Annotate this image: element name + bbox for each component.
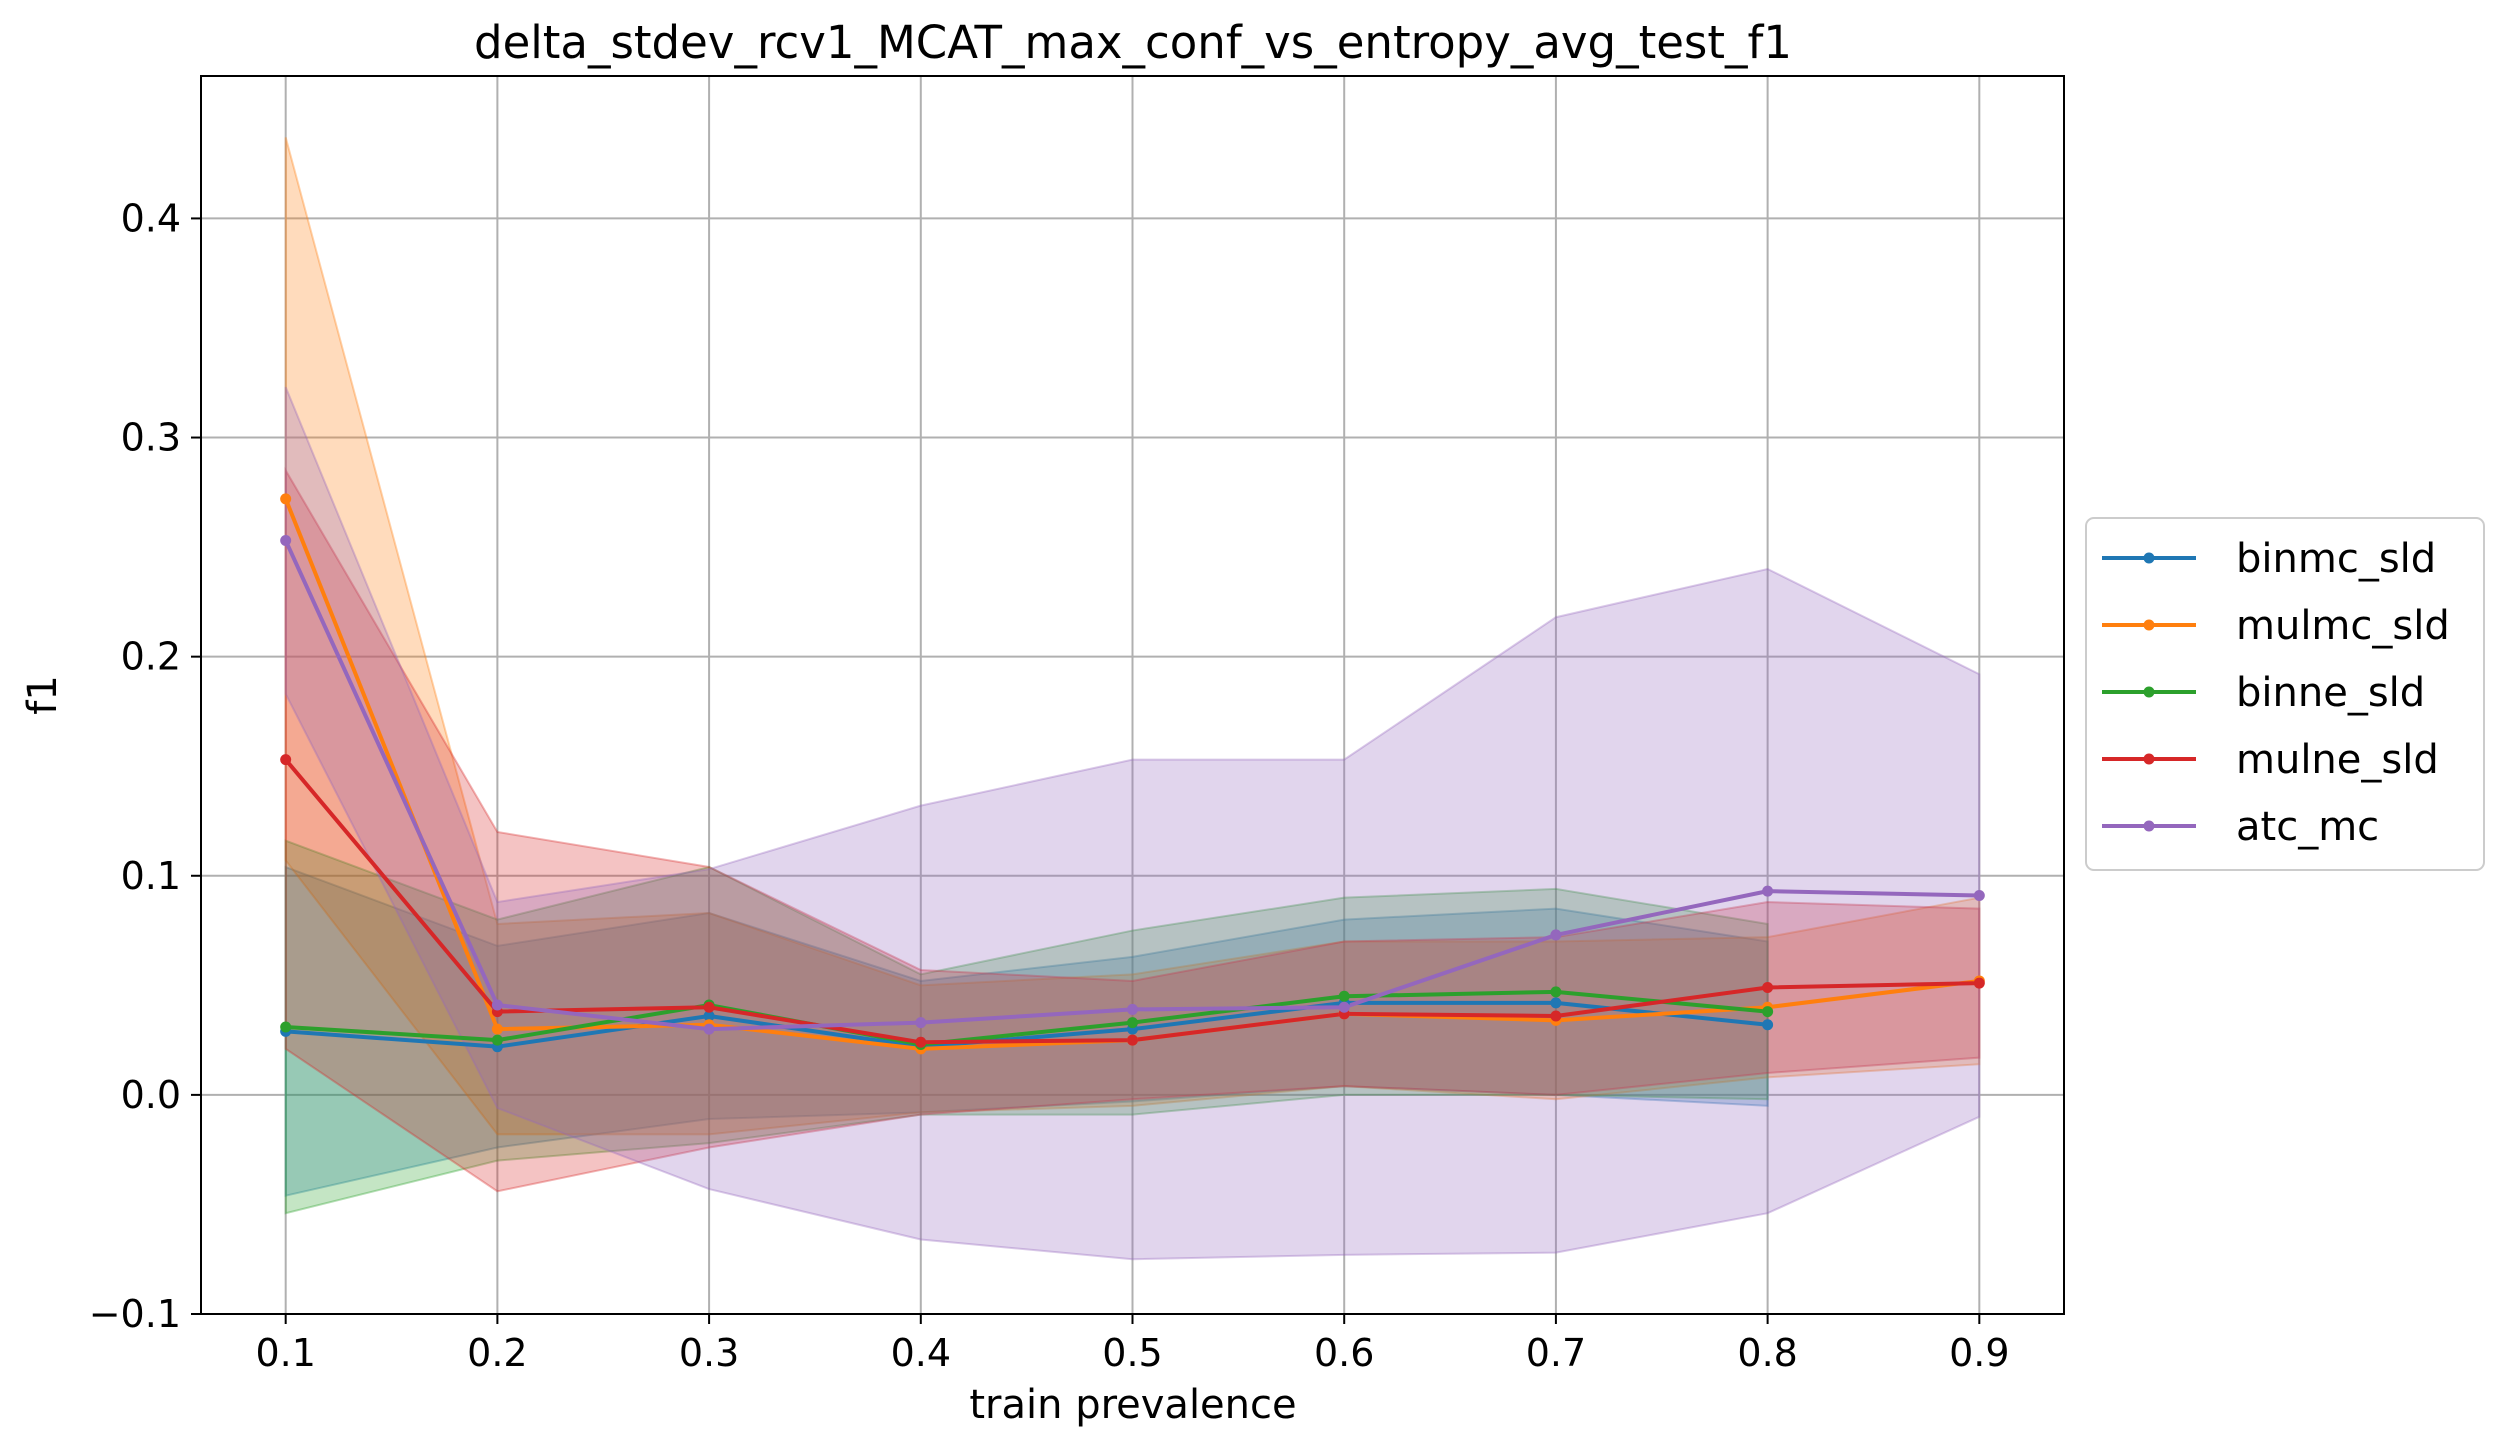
x-tick-label: 0.1 <box>255 1331 315 1375</box>
mulne_sld-point <box>703 1001 715 1013</box>
x-tick-label: 0.9 <box>1949 1331 2009 1375</box>
atc_mc-point <box>491 999 503 1011</box>
legend-label-atc_mc: atc_mc <box>2236 804 2379 850</box>
mulne_sld-point <box>1550 1010 1562 1022</box>
legend-items: binmc_sld mulmc_sld binne_sld mulne_sld atc_… <box>2102 536 2450 850</box>
y-tick-label: 0.1 <box>121 854 181 898</box>
legend-label-mulne_sld: mulne_sld <box>2236 737 2439 783</box>
mulne_sld-point <box>280 754 292 766</box>
y-tick-label: 0.2 <box>121 635 181 679</box>
mulne_sld-point <box>1762 982 1774 994</box>
binne_sld-point <box>491 1034 503 1046</box>
atc_mc-point <box>1973 889 1985 901</box>
mulne_sld-point <box>915 1036 927 1048</box>
x-axis-label: train prevalence <box>969 1382 1296 1428</box>
x-tick-label: 0.4 <box>891 1331 951 1375</box>
legend: binmc_sld mulmc_sld binne_sld mulne_sld atc_… <box>2085 517 2485 871</box>
atc_mc-point <box>1762 885 1774 897</box>
x-axis-ticks: 0.1 0.2 0.3 0.4 0.5 0.6 0.7 0.8 0.9 <box>255 1314 2010 1375</box>
binne_sld-line <box>285 989 1768 1047</box>
atc_mc-legend-marker <box>2143 820 2155 832</box>
binmc_sld-line <box>285 1000 1768 1049</box>
binmc_sld-point <box>1762 1019 1774 1031</box>
x-tick-label: 0.8 <box>1737 1331 1797 1375</box>
binne_sld-legend-marker <box>2143 686 2155 698</box>
binmc_sld-point <box>1550 997 1562 1009</box>
atc_mc-point <box>1338 1001 1350 1013</box>
y-axis-label: f1 <box>20 675 66 715</box>
legend-label-binne_sld: binne_sld <box>2236 670 2425 716</box>
binmc_sld-band <box>284 865 1769 1197</box>
binne_sld-point <box>1762 1006 1774 1018</box>
x-tick-label: 0.7 <box>1526 1331 1586 1375</box>
atc_mc-point <box>915 1017 927 1029</box>
y-tick-label: 0.3 <box>121 416 181 460</box>
binne_sld-point <box>280 1021 292 1033</box>
binne_sld-point <box>1550 986 1562 998</box>
legend-label-mulmc_sld: mulmc_sld <box>2236 603 2450 649</box>
mulmc_sld-point <box>280 493 292 505</box>
atc_mc-point <box>280 535 292 547</box>
y-tick-label: 0.4 <box>121 196 181 240</box>
binne_sld-point <box>1127 1017 1138 1029</box>
atc_mc-point <box>1550 929 1562 941</box>
y-tick-label: −0.1 <box>89 1292 181 1336</box>
atc_mc-point <box>703 1023 715 1035</box>
x-tick-label: 0.2 <box>467 1331 527 1375</box>
series-markers <box>280 493 1985 1055</box>
binne_sld-band <box>284 839 1769 1215</box>
x-tick-label: 0.5 <box>1102 1331 1162 1375</box>
binmc_sld-legend-marker <box>2143 552 2155 564</box>
mulmc_sld-point <box>491 1023 503 1035</box>
legend-box <box>2085 517 2485 871</box>
x-tick-label: 0.6 <box>1314 1331 1374 1375</box>
atc_mc-band <box>284 386 1981 1261</box>
y-tick-label: 0.0 <box>121 1073 181 1117</box>
legend-label-binmc_sld: binmc_sld <box>2236 536 2436 582</box>
atc_mc-point <box>1127 1003 1138 1015</box>
x-tick-label: 0.3 <box>679 1331 739 1375</box>
mulne_sld-point <box>1973 977 1985 989</box>
mulne_sld-point <box>1127 1034 1138 1046</box>
y-axis-ticks: −0.1 0.0 0.1 0.2 0.3 0.4 <box>89 196 201 1336</box>
binmc_sld-point <box>703 1010 715 1022</box>
mulmc_sld-band <box>284 137 1981 1136</box>
mulne_sld-legend-marker <box>2143 753 2155 765</box>
chart-title: delta_stdev_rcv1_MCAT_max_conf_vs_entrop… <box>474 16 1792 69</box>
binne_sld-point <box>1338 990 1350 1002</box>
mulmc_sld-legend-marker <box>2143 619 2155 631</box>
